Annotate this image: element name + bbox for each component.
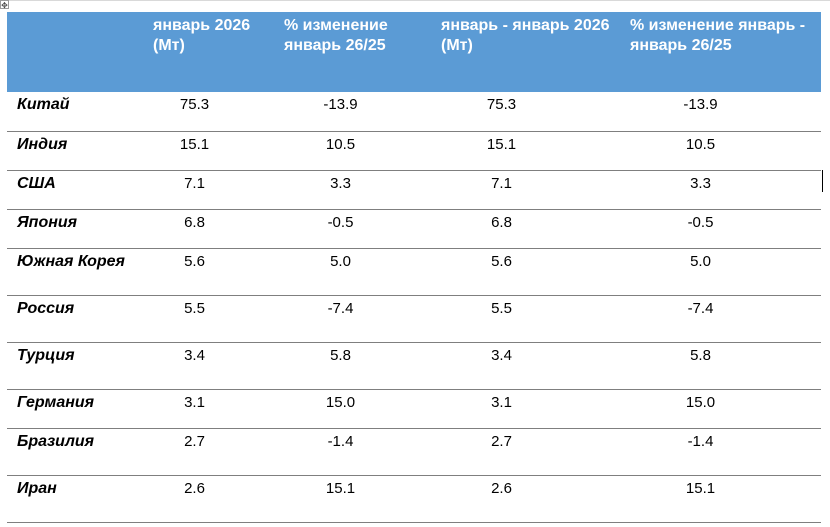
cell-jan-2026: 15.1 — [145, 131, 276, 171]
cell-change-jan: -13.9 — [276, 92, 433, 132]
cell-jan-2026: 6.8 — [145, 209, 276, 249]
table-row: Иран 2.6 15.1 2.6 15.1 — [7, 475, 821, 523]
cell-country: Россия — [7, 295, 145, 343]
cell-change-ytd: 15.0 — [622, 389, 821, 429]
cell-change-ytd: 5.0 — [622, 248, 821, 296]
cell-ytd-2026: 3.4 — [433, 342, 622, 390]
cell-ytd-2026: 5.5 — [433, 295, 622, 343]
cell-change-jan: -0.5 — [276, 209, 433, 249]
cell-change-ytd: 5.8 — [622, 342, 821, 390]
table-row: Турция 3.4 5.8 3.4 5.8 — [7, 342, 821, 390]
cell-change-jan: -7.4 — [276, 295, 433, 343]
header-change-ytd: % изменение январь - январь 26/25 — [630, 17, 806, 54]
cell-change-jan: 15.0 — [276, 389, 433, 429]
table-row: США 7.1 3.3 7.1 3.3 — [7, 170, 821, 210]
cell-ytd-2026: 2.7 — [433, 428, 622, 476]
cell-change-jan: 15.1 — [276, 475, 433, 523]
table-row: Индия 15.1 10.5 15.1 10.5 — [7, 131, 821, 171]
cell-change-ytd: 3.3 — [622, 170, 821, 210]
cell-change-jan: 3.3 — [276, 170, 433, 210]
cell-change-ytd: -0.5 — [622, 209, 821, 249]
table-move-handle-icon[interactable]: ✥ — [0, 0, 9, 10]
header-country — [7, 12, 145, 92]
cell-change-jan: 5.0 — [276, 248, 433, 296]
table-row: Германия 3.1 15.0 3.1 15.0 — [7, 389, 821, 429]
cell-change-ytd: -13.9 — [622, 92, 821, 132]
cell-change-ytd: -7.4 — [622, 295, 821, 343]
cell-jan-2026: 2.6 — [145, 475, 276, 523]
table-row: Китай 75.3 -13.9 75.3 -13.9 — [7, 92, 821, 132]
cell-ytd-2026: 75.3 — [433, 92, 622, 132]
table-row: Южная Корея 5.6 5.0 5.6 5.0 — [7, 248, 821, 296]
cell-jan-2026: 7.1 — [145, 170, 276, 210]
cell-ytd-2026: 6.8 — [433, 209, 622, 249]
cell-country: Индия — [7, 131, 145, 171]
table-header-row: январь 2026 (Мт) % изменение январь 26/2… — [7, 12, 821, 92]
cell-country: Германия — [7, 389, 145, 429]
top-border-line — [0, 0, 830, 1]
cell-country: Южная Корея — [7, 248, 145, 296]
header-change-jan: % изменение январь 26/25 — [284, 17, 388, 54]
header-ytd-2026: январь - январь 2026 (Мт) — [441, 17, 610, 54]
cell-jan-2026: 2.7 — [145, 428, 276, 476]
cell-change-ytd: 10.5 — [622, 131, 821, 171]
table-row: Россия 5.5 -7.4 5.5 -7.4 — [7, 295, 821, 343]
cell-jan-2026: 3.1 — [145, 389, 276, 429]
cell-jan-2026: 5.6 — [145, 248, 276, 296]
cell-country: Китай — [7, 92, 145, 132]
steel-production-table: январь 2026 (Мт) % изменение январь 26/2… — [7, 12, 821, 523]
cell-change-jan: 10.5 — [276, 131, 433, 171]
cell-country: Иран — [7, 475, 145, 523]
cell-country: Япония — [7, 209, 145, 249]
cell-jan-2026: 3.4 — [145, 342, 276, 390]
cell-ytd-2026: 7.1 — [433, 170, 622, 210]
cell-change-ytd: 15.1 — [622, 475, 821, 523]
cell-change-ytd: -1.4 — [622, 428, 821, 476]
text-cursor — [822, 170, 823, 192]
cell-country: Бразилия — [7, 428, 145, 476]
cell-change-jan: -1.4 — [276, 428, 433, 476]
cell-change-jan: 5.8 — [276, 342, 433, 390]
cell-ytd-2026: 5.6 — [433, 248, 622, 296]
cell-country: США — [7, 170, 145, 210]
header-jan-2026: январь 2026 (Мт) — [153, 17, 251, 54]
cell-ytd-2026: 3.1 — [433, 389, 622, 429]
cell-ytd-2026: 15.1 — [433, 131, 622, 171]
table-row: Бразилия 2.7 -1.4 2.7 -1.4 — [7, 428, 821, 476]
cell-jan-2026: 5.5 — [145, 295, 276, 343]
cell-country: Турция — [7, 342, 145, 390]
cell-jan-2026: 75.3 — [145, 92, 276, 132]
cell-ytd-2026: 2.6 — [433, 475, 622, 523]
table-row: Япония 6.8 -0.5 6.8 -0.5 — [7, 209, 821, 249]
